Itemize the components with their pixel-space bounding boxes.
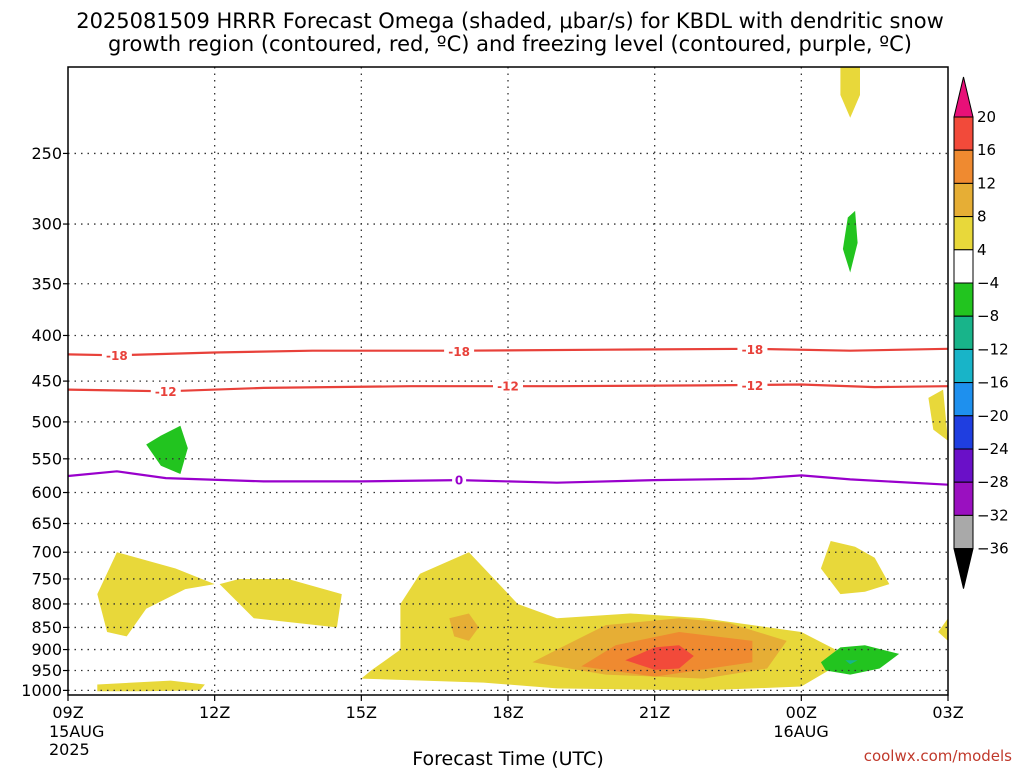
contour-label--18: -18 <box>448 345 470 359</box>
colorbar-tick-label: −24 <box>977 440 1009 458</box>
colorbar-tick-label: −12 <box>977 340 1009 358</box>
colorbar-tick-label: 20 <box>977 108 996 126</box>
colorbar-swatch <box>953 216 974 251</box>
colorbar-swatch <box>953 249 974 284</box>
colorbar-swatch <box>953 514 974 550</box>
y-tick-label: 300 <box>31 215 62 234</box>
contour-label--18: -18 <box>106 349 128 363</box>
colorbar-bottom-arrow <box>953 548 974 589</box>
y-tick-label: 350 <box>31 274 62 293</box>
omega-region-13 <box>146 425 188 474</box>
grid-lines <box>68 67 948 695</box>
y-tick-label: 1000 <box>21 681 62 700</box>
colorbar-tick-label: −32 <box>977 506 1009 524</box>
contour-line-0 <box>67 470 949 486</box>
y-tick-label: 750 <box>31 569 62 588</box>
x-axis-label: Forecast Time (UTC) <box>412 748 603 768</box>
colorbar-tick-label: −16 <box>977 374 1009 392</box>
x-tick-label: 03Z <box>932 703 963 722</box>
contour-label-0: 0 <box>455 474 463 488</box>
contour-label-bg <box>493 379 523 394</box>
x-tick-label: 00Z <box>786 703 817 722</box>
contour-label-bg <box>150 384 181 399</box>
x-tick-sublabel: 16AUG <box>773 722 828 741</box>
y-axis: 250 300 350 400 450 500 550 600 650 700 750 800 850 9… <box>21 144 68 700</box>
temperature-contours: -18 -18 -18 -12 -12 -12 0 <box>67 342 949 488</box>
colorbar-tick-label: −36 <box>977 540 1009 558</box>
colorbar: 20 16 12 8 4 −4 −8 −12 −16 −20 −24 −28 −32 −36 <box>953 76 1009 589</box>
y-tick-label: 550 <box>31 449 62 468</box>
y-tick-label: 850 <box>31 618 62 637</box>
colorbar-tick-label: 16 <box>977 141 996 159</box>
omega-shading <box>97 67 948 692</box>
colorbar-swatch <box>953 282 974 317</box>
contour-label-bg <box>452 473 467 488</box>
omega-region-14 <box>842 210 858 273</box>
colorbar-tick-label: 4 <box>977 241 987 259</box>
colorbar-swatch <box>953 415 974 450</box>
watermark: coolwx.com/models <box>864 747 1012 765</box>
colorbar-tick-label: 8 <box>977 208 987 226</box>
colorbar-swatch <box>953 382 974 417</box>
contour-label--18: -18 <box>742 343 764 357</box>
omega-region-16 <box>845 660 858 665</box>
x-tick-label: 21Z <box>639 703 670 722</box>
colorbar-swatch <box>953 481 974 516</box>
omega-region-1 <box>97 552 215 637</box>
contour-label-bg <box>444 344 475 359</box>
y-tick-label: 400 <box>31 326 62 345</box>
colorbar-swatch <box>953 149 974 184</box>
colorbar-swatch <box>953 116 974 151</box>
omega-region-15 <box>820 645 900 675</box>
x-tick-label: 12Z <box>199 703 230 722</box>
omega-region-3 <box>97 680 205 692</box>
colorbar-tick-label: 12 <box>977 174 996 192</box>
colorbar-tick-label: −20 <box>977 407 1009 425</box>
omega-region-12 <box>625 645 694 670</box>
y-tick-label: 950 <box>31 661 62 680</box>
colorbar-tick-label: −28 <box>977 473 1009 491</box>
colorbar-tick-label: −8 <box>977 307 999 325</box>
omega-region-5 <box>820 541 890 595</box>
x-tick-sublabel: 2025 <box>49 740 90 759</box>
omega-region-8 <box>840 67 860 118</box>
x-tick-label: 15Z <box>346 703 377 722</box>
y-tick-label: 650 <box>31 514 62 533</box>
chart-title: 2025081509 HRRR Forecast Omega (shaded, … <box>76 9 944 56</box>
colorbar-swatch <box>953 348 974 384</box>
y-tick-label: 600 <box>31 483 62 502</box>
x-tick-sublabel: 15AUG <box>49 722 104 741</box>
x-tick-label: 18Z <box>492 703 523 722</box>
contour-label-bg <box>737 342 768 357</box>
colorbar-top-arrow <box>953 76 974 118</box>
title-line-2: growth region (contoured, red, ºC) and f… <box>108 32 912 56</box>
x-tick-label: 09Z <box>52 703 83 722</box>
y-tick-label: 900 <box>31 640 62 659</box>
colorbar-tick-label: −4 <box>977 274 999 292</box>
contour-label--12: -12 <box>497 380 519 394</box>
colorbar-swatch <box>953 315 974 350</box>
omega-region-6 <box>928 389 948 441</box>
y-tick-label: 700 <box>31 543 62 562</box>
y-tick-label: 450 <box>31 372 62 391</box>
contour-line--12 <box>67 383 949 393</box>
contour-label--12: -12 <box>742 379 764 393</box>
contour-label-bg <box>737 378 768 393</box>
contour-label--12: -12 <box>155 385 177 399</box>
title-line-1: 2025081509 HRRR Forecast Omega (shaded, … <box>76 9 944 33</box>
y-tick-label: 500 <box>31 412 62 431</box>
omega-region-10 <box>449 613 479 641</box>
contour-label-bg <box>101 348 132 363</box>
y-tick-label: 800 <box>31 594 62 613</box>
colorbar-swatch <box>953 182 974 218</box>
omega-region-7 <box>938 618 948 641</box>
colorbar-swatch <box>953 448 974 483</box>
y-tick-label: 250 <box>31 144 62 163</box>
omega-region-2 <box>219 579 342 628</box>
